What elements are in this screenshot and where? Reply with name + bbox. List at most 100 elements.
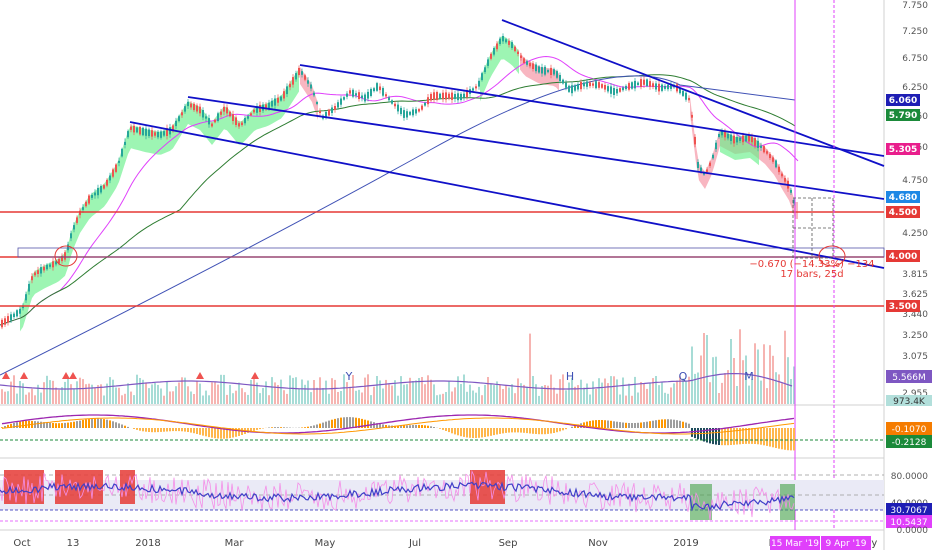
candle-body [328, 110, 330, 116]
volume-bar [358, 390, 360, 404]
candle-body [253, 110, 255, 113]
candle-body [619, 88, 621, 92]
volume-bar [466, 392, 468, 404]
volume-bar [148, 388, 150, 404]
volume-bar [190, 392, 192, 405]
candle-body [196, 106, 198, 112]
candle-body [700, 168, 702, 172]
volume-bar [715, 357, 717, 404]
volume-bar [634, 377, 636, 404]
candle-body [625, 86, 627, 89]
candle-body [403, 110, 405, 118]
candle-body [310, 85, 312, 89]
candle-body [385, 94, 387, 96]
macd-histogram-bar [184, 428, 186, 432]
volume-bar [331, 378, 333, 404]
candle-body [49, 265, 51, 267]
volume-bar [34, 395, 36, 404]
candle-body [127, 131, 129, 137]
macd-histogram-bar [142, 428, 144, 431]
candle-body [733, 136, 735, 144]
candle-body [763, 146, 765, 152]
macd-histogram-bar [493, 428, 495, 435]
macd-histogram-bar [679, 421, 681, 428]
macd-histogram-bar [556, 428, 558, 432]
volume-bar [631, 396, 633, 404]
volume-bar [304, 385, 306, 404]
macd-histogram-bar [103, 419, 105, 428]
volume-bar [238, 383, 240, 404]
volume-bar [763, 344, 765, 404]
time-tick-label: Nov [588, 538, 608, 549]
macd-histogram-bar [253, 428, 255, 431]
candle-body [82, 207, 84, 210]
volume-bar [655, 376, 657, 404]
candle-body [106, 180, 108, 186]
macd-histogram-bar [655, 420, 657, 428]
macd-histogram-bar [166, 428, 168, 432]
volume-bar [568, 383, 570, 405]
volume-bar [442, 394, 444, 404]
candle-body [160, 131, 162, 137]
candle-body [478, 81, 480, 87]
volume-bar [610, 376, 612, 404]
volume-bar [373, 387, 375, 404]
macd-histogram-bar [406, 425, 408, 428]
volume-bar [412, 381, 414, 404]
candle-body [136, 127, 138, 132]
volume-bar [673, 383, 675, 404]
candle-body [790, 190, 792, 193]
candle-body [283, 91, 285, 98]
volume-bar [136, 375, 138, 404]
volume-bar [307, 381, 309, 405]
volume-bar [259, 393, 261, 404]
candle-body [193, 104, 195, 110]
candle-body [571, 85, 573, 93]
macd-histogram-bar [304, 427, 306, 428]
candle-body [280, 97, 282, 101]
macd-histogram-bar [793, 428, 795, 450]
time-tick-label: Oct [13, 538, 30, 549]
macd-histogram-bar [658, 420, 660, 428]
candle-body [583, 83, 585, 87]
volume-bar [10, 382, 12, 404]
candle-body [349, 90, 351, 93]
macd-histogram-bar [364, 420, 366, 428]
volume-bar [658, 385, 660, 404]
volume-bar [274, 382, 276, 404]
candle-body [250, 113, 252, 115]
candle-body [400, 108, 402, 114]
volume-bar [499, 385, 501, 404]
macd-histogram-bar [520, 428, 522, 433]
volume-bar [64, 382, 66, 404]
macd-histogram-bar [547, 428, 549, 434]
volume-bar [388, 385, 390, 405]
macd-histogram-bar [112, 421, 114, 428]
volume-bar [313, 380, 315, 404]
volume-bar [250, 380, 252, 404]
macd-histogram-bar [418, 425, 420, 428]
volume-bar [49, 380, 51, 404]
candle-body [586, 81, 588, 86]
volume-bar [13, 375, 15, 404]
candle-body [139, 127, 141, 134]
volume-bar [685, 381, 687, 404]
macd-histogram-bar [619, 422, 621, 428]
candle-body [601, 84, 603, 88]
candle-body [190, 104, 192, 108]
macd-histogram-bar [784, 428, 786, 450]
volume-bar [283, 390, 285, 404]
candle-body [742, 136, 744, 143]
volume-bar [7, 391, 9, 404]
volume-bar [427, 375, 429, 404]
macd-histogram-bar [502, 428, 504, 433]
candle-body [622, 88, 624, 91]
volume-bar [436, 395, 438, 404]
candle-body [784, 178, 786, 182]
candle-body [433, 92, 435, 99]
candle-body [595, 81, 597, 88]
macd-histogram-bar [268, 428, 270, 429]
volume-bar [340, 391, 342, 404]
macd-histogram-bar [124, 426, 126, 428]
